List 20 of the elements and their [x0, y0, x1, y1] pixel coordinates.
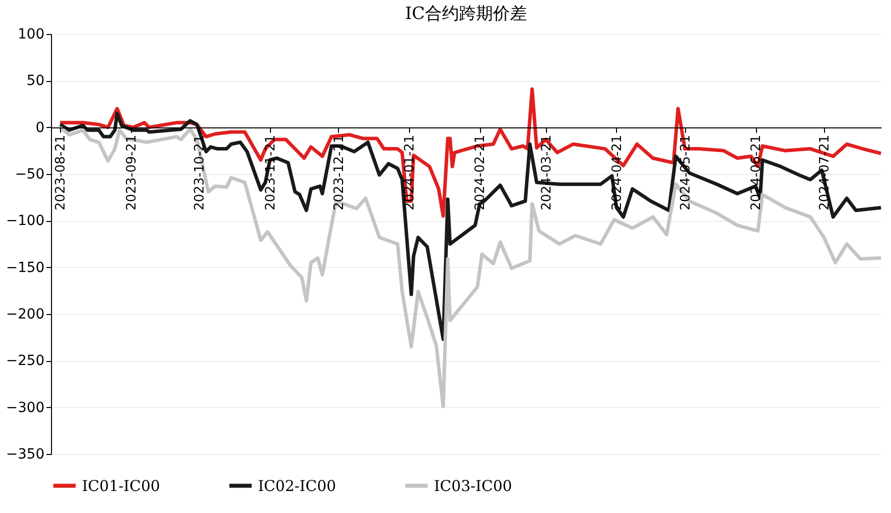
legend-label: IC02-IC00 — [258, 476, 336, 495]
y-tick-label: −300 — [6, 400, 44, 416]
y-tick-label: −50 — [14, 166, 44, 182]
chart-title: IC合约跨期价差 — [405, 4, 527, 24]
x-tick-label: 2024-06-21 — [749, 134, 764, 210]
y-tick-label: −350 — [6, 446, 44, 462]
x-tick-label: 2023-08-21 — [54, 134, 69, 210]
legend-label: IC01-IC00 — [82, 476, 160, 495]
legend-label: IC03-IC00 — [434, 476, 512, 495]
y-tick-label: −200 — [6, 306, 44, 322]
y-tick-label: −150 — [6, 260, 44, 276]
y-tick-label: 100 — [18, 26, 44, 42]
y-tick-label: 50 — [26, 73, 44, 90]
x-tick-label: 2024-01-21 — [402, 134, 418, 210]
y-tick-label: 0 — [36, 120, 44, 136]
x-tick-label: 2023-10-21 — [192, 134, 208, 210]
y-tick-label: −100 — [6, 213, 44, 230]
x-tick-label: 2023-09-21 — [124, 134, 140, 210]
x-tick-label: 2024-05-21 — [678, 134, 694, 210]
y-tick-label: −250 — [6, 353, 44, 370]
